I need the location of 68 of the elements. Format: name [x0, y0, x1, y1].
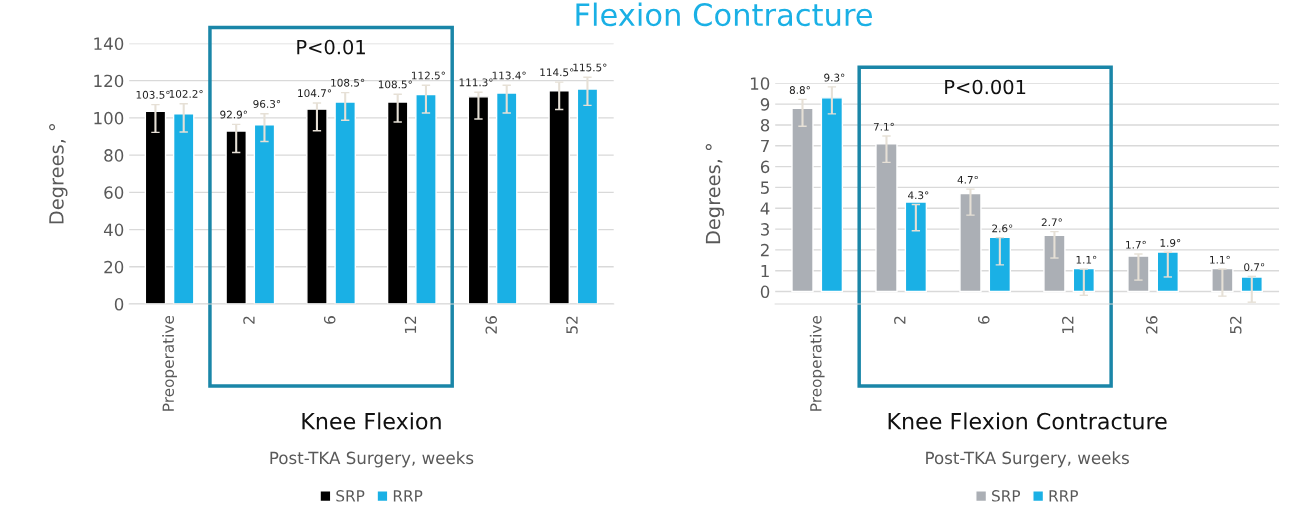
y-tick-label: 2 — [760, 243, 769, 257]
legend-label: SRP — [992, 490, 1021, 502]
x-tick-label: 6 — [978, 316, 990, 324]
data-label: 92.9° — [220, 110, 247, 119]
y-axis-title: Degrees, ° — [705, 144, 725, 244]
x-tick-label: 12 — [1062, 316, 1074, 333]
text: Flexion Contracture — [576, 2, 872, 27]
text: Knee Flexion — [302, 412, 441, 430]
legend-label: RRP — [1049, 490, 1078, 502]
y-tick-label: 9 — [760, 98, 770, 111]
text: Knee Flexion Contracture — [888, 412, 1167, 430]
data-label: 1.1° — [1210, 255, 1230, 264]
x-tick-label: 26 — [1145, 316, 1158, 334]
y-tick-label: 100 — [94, 111, 124, 125]
x-tick-label: 2 — [894, 316, 906, 324]
x-tick-label: 52 — [1229, 316, 1242, 334]
y-tick-label: 0 — [114, 298, 124, 311]
y-tick-label: 140 — [94, 37, 124, 50]
y-tick-label: 40 — [103, 223, 124, 237]
annotation: P<0.001 — [945, 79, 1026, 95]
x-axis-title: Post-TKA Surgery, weeks — [270, 451, 474, 468]
data-label: 1.1° — [1076, 255, 1097, 264]
legend-label: RRP — [393, 490, 423, 502]
data-label: 104.7° — [298, 89, 332, 98]
y-tick-label: 0 — [760, 285, 770, 299]
data-label: 113.4° — [492, 71, 526, 80]
x-tick-label: 52 — [566, 316, 578, 334]
y-tick-label: 3 — [761, 223, 769, 236]
data-label: 108.5° — [331, 78, 365, 87]
y-tick-label: 120 — [94, 74, 124, 88]
x-tick-label: Preoperative — [162, 315, 177, 411]
data-label: 7.1° — [873, 122, 894, 131]
y-tick-label: 6 — [760, 160, 770, 174]
data-label: 4.3° — [908, 191, 929, 200]
data-label: 0.7° — [1244, 263, 1265, 272]
data-label: 2.6° — [992, 224, 1013, 233]
y-tick-label: 10 — [750, 77, 770, 90]
data-label: 102.2° — [169, 89, 203, 98]
data-label: 8.8° — [789, 86, 810, 94]
data-label: 1.9° — [1160, 238, 1181, 247]
x-tick-label: 26 — [485, 316, 498, 334]
data-label: 111.3° — [459, 78, 493, 87]
y-tick-label: 60 — [104, 186, 124, 199]
annotation: P<0.01 — [297, 39, 365, 55]
data-label: 9.3° — [824, 73, 845, 82]
y-tick-label: 7 — [761, 139, 769, 153]
data-label: 115.5° — [573, 63, 607, 72]
y-axis-title: Degrees, ° — [49, 124, 68, 224]
x-tick-label: Preoperative — [809, 315, 825, 411]
y-tick-label: 20 — [104, 260, 124, 274]
data-label: 108.5° — [378, 80, 412, 89]
data-label: 114.5° — [540, 68, 574, 77]
x-axis-title: Post-TKA Surgery, weeks — [926, 451, 1129, 468]
x-tick-label: 6 — [323, 316, 336, 324]
y-tick-label: 4 — [760, 202, 770, 215]
y-tick-label: 8 — [760, 118, 770, 132]
y-tick-label: 80 — [104, 149, 124, 162]
x-tick-label: 2 — [243, 316, 255, 324]
y-tick-label: 5 — [761, 181, 769, 194]
y-tick-label: 1 — [761, 264, 769, 278]
x-tick-label: 12 — [404, 316, 417, 333]
data-label: 96.3° — [253, 99, 281, 108]
data-label: 112.5° — [412, 71, 445, 80]
legend-label: SRP — [336, 490, 365, 502]
data-label: 1.7° — [1126, 240, 1146, 249]
data-label: 2.7° — [1041, 218, 1062, 227]
data-label: 4.7° — [957, 175, 978, 184]
data-label: 103.5° — [136, 90, 170, 99]
